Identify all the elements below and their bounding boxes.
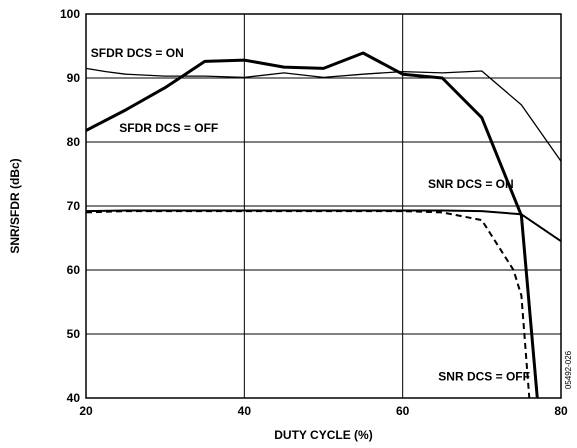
annotation-snr-dcs-on: SNR DCS = ON: [428, 177, 514, 191]
y-tick-label: 40: [67, 391, 81, 405]
annotation-snr-dcs-off: SNR DCS = OFF: [438, 370, 530, 384]
series-layer: [85, 51, 562, 399]
x-axis-label: DUTY CYCLE (%): [274, 428, 372, 442]
y-tick-label: 60: [67, 263, 81, 277]
series-line-snr-dcs-off: [85, 210, 531, 399]
y-tick-label: 80: [67, 135, 81, 149]
x-tick-label: 40: [238, 404, 252, 418]
annotations: SFDR DCS = ON SFDR DCS = OFF SNR DCS = ON S…: [91, 46, 530, 384]
series-line-sfdr-dcs-off: [85, 51, 539, 399]
x-tick-label: 80: [554, 404, 568, 418]
figure-id: 05492-026: [564, 350, 573, 389]
annotation-sfdr-dcs-on: SFDR DCS = ON: [91, 46, 184, 60]
y-axis-label: SNR/SFDR (dBc): [8, 158, 22, 253]
plot-frame: [85, 13, 562, 399]
y-tick-label: 100: [60, 7, 80, 21]
series-line-snr-dcs-on: [85, 209, 562, 243]
annotation-sfdr-dcs-off: SFDR DCS = OFF: [119, 121, 218, 135]
y-tick-label: 70: [67, 199, 81, 213]
x-tick-label: 60: [396, 404, 410, 418]
series-line-sfdr-dcs-on: [85, 67, 562, 162]
y-tick-label: 90: [67, 71, 81, 85]
grid: [85, 13, 562, 399]
y-tick-label: 50: [67, 327, 81, 341]
x-tick-label: 20: [79, 404, 93, 418]
